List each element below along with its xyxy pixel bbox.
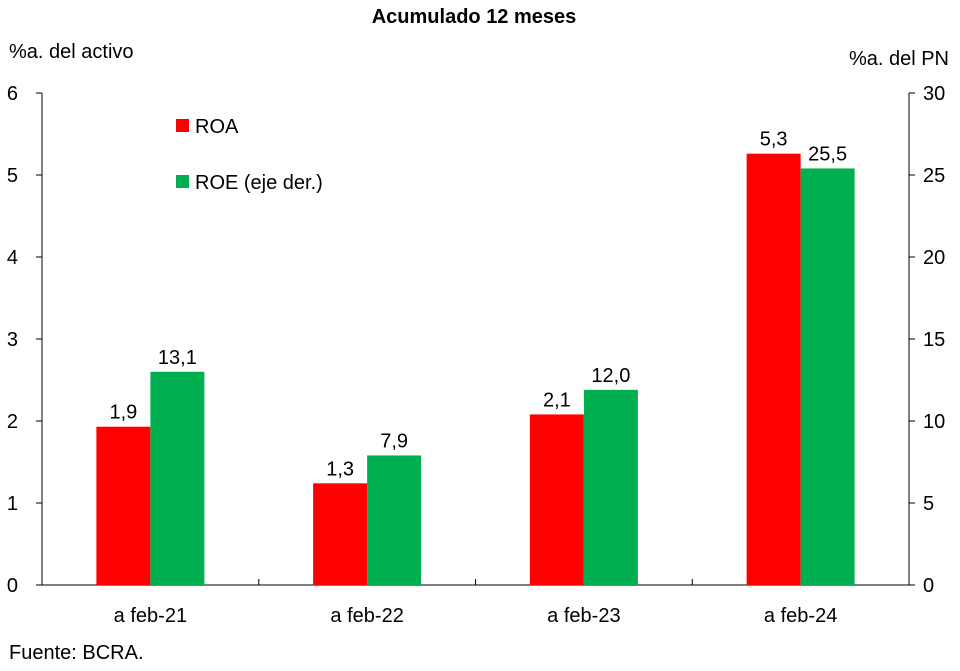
data-label: 13,1 [158,347,197,369]
left-tick-label: 5 [7,165,18,187]
left-tick-label: 4 [7,247,18,269]
data-label: 25,5 [808,143,847,165]
right-tick-label: 25 [923,165,945,187]
left-tick-label: 1 [7,493,18,515]
data-label: 12,0 [591,365,630,387]
bar-roe [583,389,638,585]
right-tick-label: 0 [923,575,934,597]
bar-roa [313,483,368,585]
data-label: 2,1 [543,389,571,411]
left-tick-label: 0 [7,575,18,597]
right-tick-label: 30 [923,83,945,105]
data-label: 1,9 [109,402,137,424]
bar-roe [150,371,205,585]
x-tick-label: a feb-23 [547,605,620,627]
x-tick-label: a feb-21 [114,605,187,627]
left-tick-label: 2 [7,411,18,433]
data-label: 5,3 [760,129,788,151]
left-tick-label: 6 [7,83,18,105]
bar-roa [746,153,801,585]
chart-title: Acumulado 12 meses [372,6,577,28]
bar-roa [529,414,584,585]
right-tick-label: 20 [923,247,945,269]
source-note: Fuente: BCRA. [9,642,144,664]
left-axis-label: %a. del activo [9,41,134,63]
bar-roe [800,168,855,585]
bar-chart: Acumulado 12 meses %a. del activo %a. de… [7,6,949,627]
right-tick-label: 15 [923,329,945,351]
legend-label: ROA [195,116,239,138]
legend-swatch-roa [176,119,189,132]
right-tick-label: 10 [923,411,945,433]
right-axis-label: %a. del PN [849,48,949,70]
legend-label: ROE (eje der.) [195,172,323,194]
bar-roa [96,426,151,585]
x-tick-label: a feb-22 [330,605,403,627]
bar-roe [367,455,422,585]
legend-swatch-roe [176,175,189,188]
right-tick-label: 5 [923,493,934,515]
data-label: 1,3 [326,458,354,480]
data-label: 7,9 [380,430,408,452]
left-tick-label: 3 [7,329,18,351]
x-tick-label: a feb-24 [764,605,837,627]
